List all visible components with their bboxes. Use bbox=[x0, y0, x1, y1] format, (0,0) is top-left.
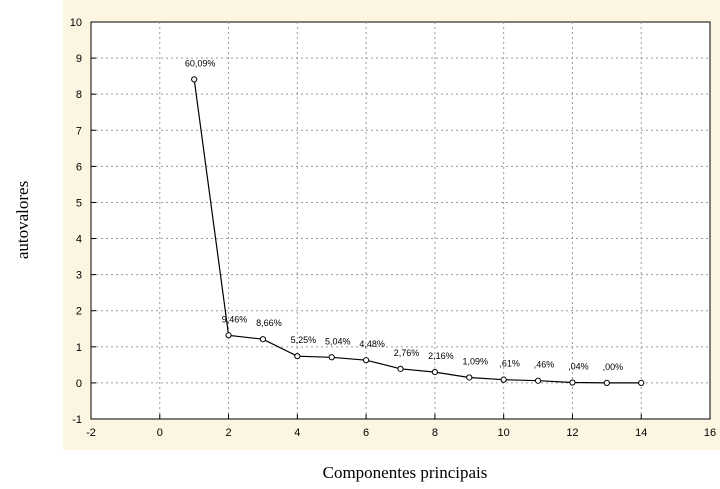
data-label: 8,66% bbox=[256, 318, 282, 328]
data-point bbox=[569, 379, 576, 386]
y-tick-label: -1 bbox=[72, 414, 82, 426]
data-label: 1,09% bbox=[463, 356, 489, 366]
data-point bbox=[191, 76, 198, 83]
x-tick-label: 14 bbox=[635, 427, 647, 439]
data-point bbox=[328, 354, 335, 361]
data-label: ,61% bbox=[499, 359, 520, 369]
data-point bbox=[466, 374, 473, 381]
y-axis-tick-labels: -1 0 1 2 3 4 5 6 7 8 9 10 bbox=[70, 17, 82, 426]
y-tick-label: 0 bbox=[76, 378, 82, 390]
data-label: ,00% bbox=[603, 362, 624, 372]
x-tick-label: -2 bbox=[86, 427, 96, 439]
data-label: ,04% bbox=[568, 362, 589, 372]
data-point bbox=[534, 377, 542, 384]
y-tick-label: 8 bbox=[76, 89, 82, 101]
y-axis-title: autovalores bbox=[13, 181, 32, 259]
y-tick-label: 2 bbox=[76, 306, 82, 318]
data-point bbox=[500, 376, 507, 383]
x-axis-tick-labels: -2 0 2 4 6 8 10 12 14 16 bbox=[86, 427, 716, 439]
y-tick-label: 1 bbox=[76, 342, 82, 354]
data-label: 4,48% bbox=[359, 339, 385, 349]
data-label: 5,25% bbox=[291, 335, 317, 345]
data-label: 9,46% bbox=[222, 314, 248, 324]
y-tick-label: 9 bbox=[76, 53, 82, 65]
series-eigenvalues bbox=[191, 76, 645, 387]
x-tick-label: 2 bbox=[225, 427, 231, 439]
plot-area bbox=[90, 21, 711, 420]
tick-marks bbox=[90, 21, 711, 420]
x-tick-label: 12 bbox=[566, 427, 578, 439]
y-tick-label: 10 bbox=[70, 17, 82, 29]
y-tick-label: 4 bbox=[76, 234, 82, 246]
data-label: 5,04% bbox=[325, 336, 351, 346]
data-point bbox=[363, 357, 370, 364]
x-tick-label: 16 bbox=[704, 427, 716, 439]
data-point bbox=[259, 336, 267, 343]
data-label: ,46% bbox=[534, 360, 555, 370]
x-axis-title: Componentes principais bbox=[323, 463, 488, 482]
data-point bbox=[603, 379, 610, 387]
data-point bbox=[225, 332, 232, 339]
x-tick-label: 6 bbox=[363, 427, 369, 439]
x-tick-label: 8 bbox=[432, 427, 438, 439]
data-point bbox=[431, 368, 438, 376]
y-tick-label: 3 bbox=[76, 270, 82, 282]
y-tick-label: 6 bbox=[76, 161, 82, 173]
x-tick-label: 0 bbox=[157, 427, 163, 439]
x-tick-label: 4 bbox=[294, 427, 300, 439]
y-tick-label: 5 bbox=[76, 197, 82, 209]
x-tick-label: 10 bbox=[498, 427, 510, 439]
y-tick-label: 7 bbox=[76, 125, 82, 137]
data-label: 2,76% bbox=[394, 348, 420, 358]
series-line bbox=[193, 79, 642, 384]
data-point bbox=[397, 365, 404, 372]
data-labels: 60,09% 9,46% 8,66% 5,25% 5,04% 4,48% 2,76% 2,16… bbox=[185, 58, 623, 372]
data-label: 2,16% bbox=[428, 351, 454, 361]
data-point bbox=[638, 379, 645, 387]
data-label: 60,09% bbox=[185, 58, 216, 68]
data-point bbox=[294, 353, 301, 360]
